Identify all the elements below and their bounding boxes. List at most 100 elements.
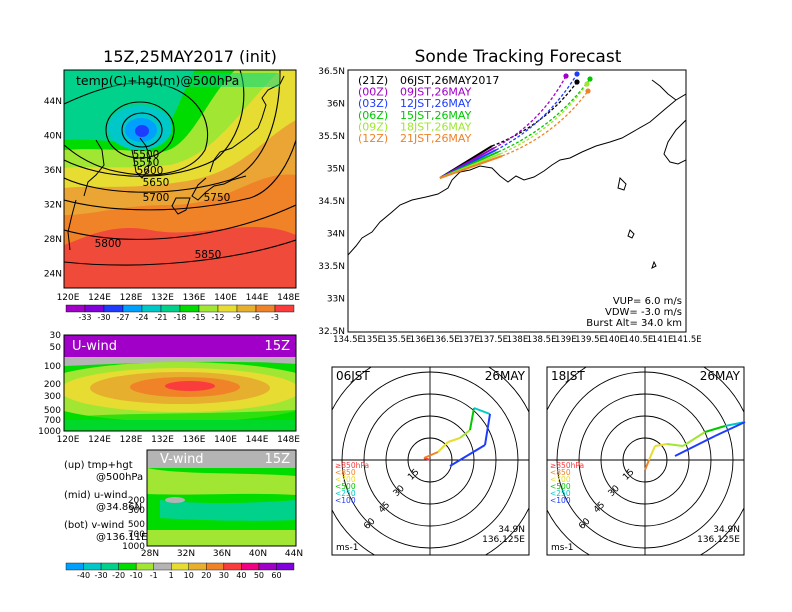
uwind-panel [64,335,296,431]
temp-colorbar-label: -3 [271,313,279,322]
map-lon-tick: 148E [277,293,300,303]
temp-colorbar-swatch [160,304,181,313]
contour-label: 5750 [204,192,231,204]
vwind-lat-tick: 28N [141,549,159,559]
contour-label: 5600 [137,165,164,177]
map-lon-tick: 132E [151,293,174,303]
hodograph-level-label: <250 [550,489,571,498]
temp-colorbar-swatch [65,304,86,313]
wind-colorbar-swatch [118,562,137,571]
hodograph-level-label: ≥850hPa [335,461,369,470]
wind-colorbar-label: 40 [236,571,246,580]
hodograph-trace-segment [644,459,650,471]
contour-label: 5650 [143,177,170,189]
track-lat-tick: 34.5N [318,197,345,207]
wind-colorbar-label: 20 [201,571,211,580]
track-legend-jst: 06JST,26MAY2017 [400,74,499,87]
hodograph-lon: 136.125E [697,535,740,545]
temp-colorbar-label: -27 [116,313,129,322]
uwind-lon-tick: 144E [246,435,269,445]
wind-colorbar-label: 1 [169,571,174,580]
contour-label: 5550 [133,157,160,169]
temp-colorbar-swatch [198,304,219,313]
track-frame [347,69,687,333]
japan-coastline [67,75,285,251]
map-lat-ticks: 44N 40N 36N 32N 28N 24N [44,97,62,280]
temp-colorbar-swatch [141,304,162,313]
uwind-pressure-tick: 700 [44,416,61,426]
track-lon-tick: 141.5E [672,335,702,345]
track-info-line: VDW= -3.0 m/s [605,307,682,318]
temp-colorbar-swatch [274,304,295,313]
wind-colorbar-label: -30 [95,571,108,580]
hodograph-trace-segment [469,407,475,431]
track-lat-tick: 36.5N [318,67,345,77]
uwind-lon-tick: 128E [120,435,143,445]
wind-colorbar-swatch [65,562,84,571]
sonde-track-ascent [439,155,503,179]
sonde-landing-point [585,88,591,94]
track-lat-tick: 34N [327,230,345,240]
vwind-frame [146,449,297,547]
uwind-lon-tick: 120E [57,435,80,445]
panel-legend-line: @500hPa [96,472,143,483]
hodograph-trace-segment [484,413,491,446]
track-lon-tick: 134.5E [333,335,363,345]
temp-colorbar-label: -24 [135,313,148,322]
hodograph-level-label: <100 [335,496,356,505]
track-legend-jst: 12JST,26MAY [400,97,472,110]
track-lat-tick: 35N [327,165,345,175]
map-lat-tick: 36N [44,166,62,176]
hodograph-trace-segment [674,435,716,457]
height-contours [64,70,296,266]
vwind-label: V-wind [160,452,204,467]
temp-colorbar-label: -12 [211,313,224,322]
track-lon-tick: 135E [361,335,383,345]
wind-colorbar-swatch [135,562,154,571]
track-legend-jst: 15JST,26MAY [400,109,472,122]
contour-label: 5800 [95,238,122,250]
track-legend: (21Z) 06JST,26MAY2017 (00Z) 09JST,26MAY (03Z… [358,74,499,145]
temp-colorbar-label: -9 [233,313,241,322]
track-lat-ticks: 36.5N 36N 35.5N 35N 34.5N 34N 33.5N 33N 32.5N [318,67,345,337]
uwind-pressure-tick: 200 [44,380,61,390]
track-lon-tick: 136.5E [430,335,460,345]
hodograph-trace-segment [437,441,449,453]
wind-colorbar-swatch [206,562,225,571]
map-lat-tick: 44N [44,97,62,107]
hodograph-trace-segment [654,443,668,447]
track-coastline [348,79,686,269]
vwind-pressure-tick: 500 [128,520,145,530]
track-lat-tick: 36N [327,100,345,110]
track-lon-tick: 138.5E [527,335,557,345]
track-legend-jst: 18JST,26MAY [400,120,472,133]
vwind-pressure-tick: 700 [128,530,145,540]
track-legend-jst: 21JST,26MAY [400,132,472,145]
uwind-lon-tick: 132E [151,435,174,445]
uwind-lon-tick: 140E [214,435,237,445]
hodograph-trace-segment [449,444,486,467]
map-lat-tick: 28N [44,235,62,245]
wind-colorbar-label: -20 [112,571,125,580]
wind-colorbar-label: -40 [77,571,90,580]
track-legend-jst: 09JST,26MAY [400,86,472,99]
uwind-time: 15Z [265,339,291,354]
map-lon-tick: 144E [246,293,269,303]
vwind-panel [147,450,296,546]
sonde-track-descent [495,73,578,151]
map-lon-ticks: 120E 124E 128E 132E 136E 140E 144E 148E [57,293,301,303]
contour-label: 5500 [133,149,160,161]
temp-colorbar: -33 -30 -27 -24 -21 -18 -15 -12 -9 -6 -3 [65,304,295,322]
hodograph-level-label: <500 [335,482,356,491]
left-title: 15Z,25MAY2017 (init) [103,47,277,66]
track-legend-utc: (00Z) [358,86,388,99]
track-lon-tick: 140E [603,335,625,345]
temp-colorbar-swatch [255,304,276,313]
sonde-track-descent [501,90,589,157]
map-lon-tick: 120E [57,293,80,303]
